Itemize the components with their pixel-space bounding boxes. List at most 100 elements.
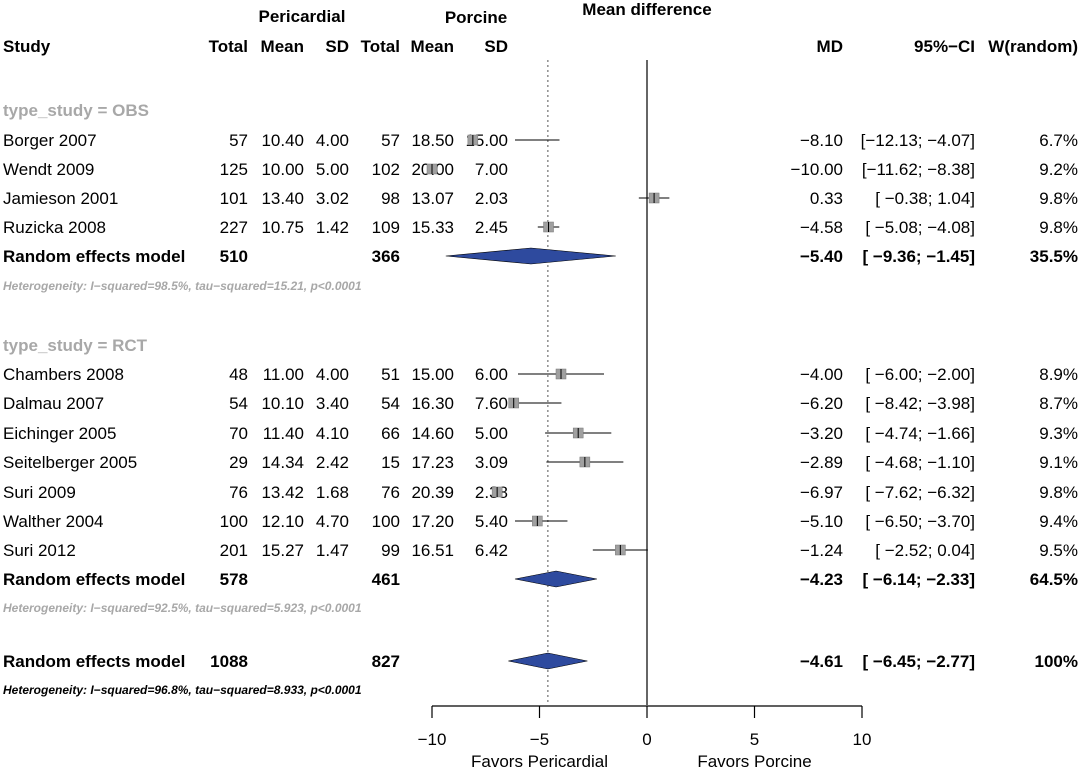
favors-pericardial-label: Favors Pericardial	[471, 752, 608, 769]
study-sd-porcine: 7.60	[475, 394, 508, 413]
study-md: −6.20	[800, 394, 843, 413]
x-axis-tick-label: −10	[418, 730, 447, 749]
subgroup-pooled-weight: 64.5%	[1030, 570, 1078, 589]
study-md: −6.97	[800, 483, 843, 502]
study-weight: 9.4%	[1039, 512, 1078, 531]
study-mean-porcine: 13.07	[411, 189, 454, 208]
study-ci: [ −6.50; −3.70]	[865, 512, 975, 531]
study-ci: [ −5.08; −4.08]	[865, 218, 975, 237]
subgroup-pooled-diamond	[514, 570, 597, 588]
subgroup-pooled-total-porcine: 461	[372, 570, 400, 589]
study-weight: 9.1%	[1039, 453, 1078, 472]
header-mean-2: Mean	[411, 37, 454, 56]
study-total-pericardial: 101	[220, 189, 248, 208]
study-mean-porcine: 16.30	[411, 394, 454, 413]
overall-weight: 100%	[1035, 652, 1078, 671]
study-sd-porcine: 2.03	[475, 189, 508, 208]
study-ci: [ −6.00; −2.00]	[865, 365, 975, 384]
study-total-pericardial: 48	[229, 365, 248, 384]
study-total-pericardial: 227	[220, 218, 248, 237]
study-sd-porcine: 6.00	[475, 365, 508, 384]
header-weight: W(random)	[988, 37, 1078, 56]
study-weight: 9.5%	[1039, 541, 1078, 560]
header-sd-1: SD	[325, 37, 349, 56]
study-mean-porcine: 20.39	[411, 483, 454, 502]
study-name: Chambers 2008	[3, 365, 124, 384]
study-mean-pericardial: 11.40	[263, 424, 304, 443]
study-mean-porcine: 16.51	[411, 541, 454, 560]
study-ci: [−11.62; −8.38]	[862, 160, 975, 179]
study-total-porcine: 66	[381, 424, 400, 443]
study-sd-pericardial: 5.00	[316, 160, 349, 179]
study-weight: 9.8%	[1039, 189, 1078, 208]
x-axis-tick-label: 10	[853, 730, 872, 749]
study-total-porcine: 57	[381, 131, 400, 150]
study-md: −10.00	[791, 160, 843, 179]
study-name: Suri 2012	[3, 541, 76, 560]
header-ci: 95%−CI	[914, 37, 975, 56]
study-md: −3.20	[800, 424, 843, 443]
subgroup-pooled-label: Random effects model	[3, 570, 185, 589]
study-mean-pericardial: 14.34	[261, 453, 304, 472]
study-md: −5.10	[800, 512, 843, 531]
study-ci: [ −8.42; −3.98]	[865, 394, 975, 413]
study-mean-porcine: 17.20	[411, 512, 454, 531]
study-md: −4.00	[800, 365, 843, 384]
study-md: −4.58	[800, 218, 843, 237]
study-mean-pericardial: 10.40	[261, 131, 304, 150]
study-mean-porcine: 15.00	[411, 365, 454, 384]
study-weight: 9.2%	[1039, 160, 1078, 179]
x-axis-tick-label: 5	[750, 730, 759, 749]
study-total-pericardial: 29	[229, 453, 248, 472]
study-total-pericardial: 57	[229, 131, 248, 150]
overall-pooled-label: Random effects model	[3, 652, 185, 671]
study-sd-porcine: 2.45	[475, 218, 508, 237]
study-total-porcine: 99	[381, 541, 400, 560]
study-name: Wendt 2009	[3, 160, 94, 179]
study-mean-pericardial: 13.40	[261, 189, 304, 208]
study-weight: 9.3%	[1039, 424, 1078, 443]
study-name: Dalmau 2007	[3, 394, 104, 413]
overall-pooled-diamond	[508, 652, 588, 670]
study-mean-pericardial: 10.75	[261, 218, 304, 237]
study-ci: [ −4.68; −1.10]	[865, 453, 975, 472]
subgroup-pooled-diamond	[445, 247, 616, 265]
study-sd-porcine: 3.09	[475, 453, 508, 472]
study-md: −2.89	[800, 453, 843, 472]
study-sd-porcine: 2.38	[475, 483, 508, 502]
study-total-porcine: 102	[372, 160, 400, 179]
study-total-porcine: 15	[381, 453, 400, 472]
study-mean-pericardial: 13.42	[261, 483, 304, 502]
subgroup-pooled-ci: [ −6.14; −2.33]	[863, 570, 975, 589]
subgroup-label: type_study = RCT	[3, 336, 148, 355]
study-mean-pericardial: 10.10	[261, 394, 304, 413]
study-sd-porcine: 5.40	[475, 512, 508, 531]
study-total-pericardial: 100	[220, 512, 248, 531]
study-sd-pericardial: 3.02	[316, 189, 349, 208]
study-sd-pericardial: 4.00	[316, 131, 349, 150]
study-mean-pericardial: 11.00	[263, 365, 304, 384]
study-ci: [ −2.52; 0.04]	[875, 541, 975, 560]
study-total-pericardial: 201	[220, 541, 248, 560]
header-mean-1: Mean	[261, 37, 304, 56]
subgroup-label: type_study = OBS	[3, 101, 149, 120]
header-group-porcine: Porcine	[445, 8, 507, 27]
study-md: −1.24	[800, 541, 843, 560]
study-total-pericardial: 125	[220, 160, 248, 179]
study-mean-porcine: 17.23	[411, 453, 454, 472]
study-total-pericardial: 70	[229, 424, 248, 443]
study-name: Walther 2004	[3, 512, 103, 531]
study-sd-porcine: 5.00	[475, 424, 508, 443]
header-study: Study	[3, 37, 51, 56]
study-mean-pericardial: 12.10	[261, 512, 304, 531]
overall-total-porcine: 827	[372, 652, 400, 671]
study-name: Seitelberger 2005	[3, 453, 137, 472]
x-axis-tick-label: 0	[642, 730, 651, 749]
study-weight: 8.7%	[1039, 394, 1078, 413]
study-name: Borger 2007	[3, 131, 97, 150]
study-name: Ruzicka 2008	[3, 218, 106, 237]
study-mean-porcine: 18.50	[411, 131, 454, 150]
subgroup-pooled-ci: [ −9.36; −1.45]	[863, 247, 975, 266]
study-total-pericardial: 54	[229, 394, 248, 413]
